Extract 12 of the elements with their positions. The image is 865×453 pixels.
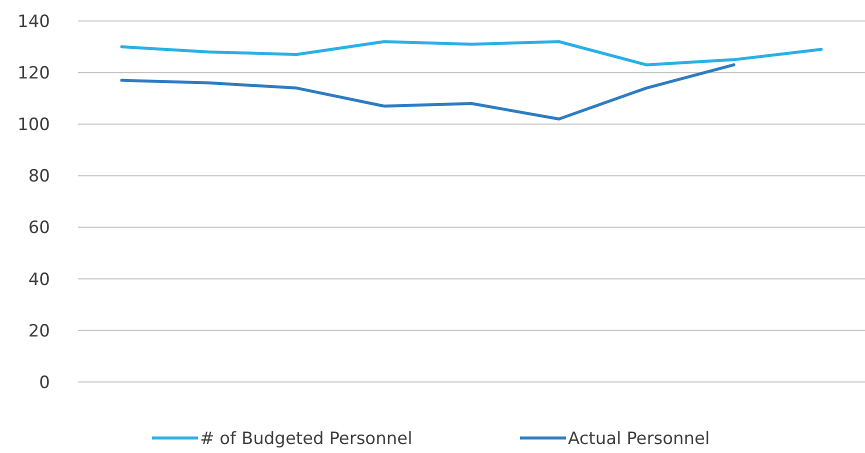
y-tick-label: 60 [28,218,50,238]
line-series [120,40,823,66]
y-tick-label: 20 [28,321,50,342]
legend-label: # of Budgeted Personnel [200,428,412,449]
line-series [120,63,736,120]
y-tick-label: 120 [18,64,50,84]
y-tick-label: 100 [18,115,50,136]
legend-label: Actual Personnel [568,428,710,449]
y-tick-label: 0 [39,372,50,393]
y-tick-label: 40 [28,270,50,290]
y-tick-label: 140 [18,12,50,32]
y-tick-label: 80 [28,166,50,187]
